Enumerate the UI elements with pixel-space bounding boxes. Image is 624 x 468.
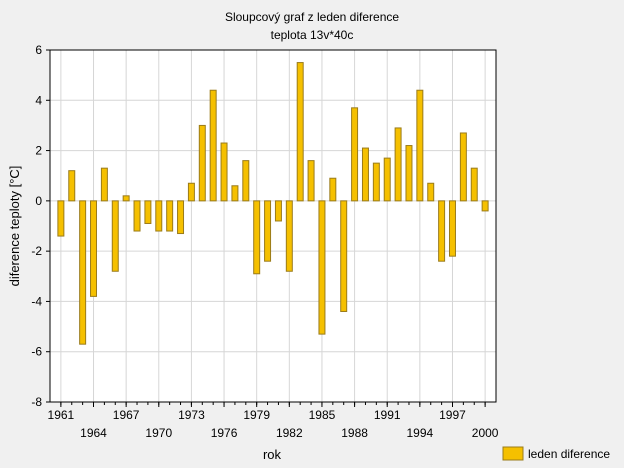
x-tick-label: 1976	[211, 426, 238, 440]
y-tick-label: -6	[31, 345, 42, 359]
bar-1982	[285, 200, 293, 272]
bar-1984	[307, 160, 315, 202]
bar-1967	[122, 195, 130, 202]
bar-1985	[318, 200, 326, 335]
x-tick-label: 1994	[407, 426, 434, 440]
x-tick-label: 1985	[309, 408, 336, 422]
bar-1961	[57, 200, 65, 237]
bar-1978	[242, 160, 250, 202]
bar-1977	[231, 185, 239, 202]
chart-subtitle: teplota 13v*40c	[271, 28, 354, 42]
x-tick-label: 1982	[276, 426, 303, 440]
plot-frame	[49, 49, 497, 403]
bar-1976	[220, 142, 228, 202]
legend-label: leden diference	[528, 447, 610, 461]
bar-1980	[264, 200, 272, 262]
y-tick-label: -4	[31, 294, 42, 308]
x-tick-label: 1997	[439, 408, 466, 422]
bar-1966	[111, 200, 119, 272]
bar-1991	[383, 157, 391, 202]
x-tick-label: 1988	[341, 426, 368, 440]
y-tick-label: 6	[35, 43, 42, 57]
bar-1987	[340, 200, 348, 312]
bar-1964	[90, 200, 98, 297]
bar-1994	[416, 89, 424, 202]
bar-1983	[296, 62, 304, 202]
bar-1988	[351, 107, 359, 202]
bar-1979	[253, 200, 261, 275]
bar-1965	[100, 167, 108, 202]
bar-1992	[394, 127, 402, 202]
y-axis-label: diference teploty [°C]	[7, 166, 22, 287]
x-tick-label: 1979	[243, 408, 270, 422]
legend: leden diference	[502, 446, 610, 461]
x-tick-label: 1967	[113, 408, 140, 422]
x-axis-label: rok	[263, 447, 282, 462]
bar-1998	[459, 132, 467, 202]
bar-1962	[68, 170, 76, 202]
y-tick-label: -8	[31, 395, 42, 409]
bar-1995	[427, 182, 435, 202]
y-tick-label: 4	[35, 93, 42, 107]
x-tick-label: 2000	[472, 426, 499, 440]
bar-1969	[144, 200, 152, 224]
bar-1993	[405, 145, 413, 202]
x-tick-label: 1970	[145, 426, 172, 440]
x-tick-label: 1973	[178, 408, 205, 422]
y-tick-label: 0	[35, 194, 42, 208]
bar-1963	[79, 200, 87, 345]
bars	[57, 62, 489, 345]
x-tick-label: 1964	[80, 426, 107, 440]
bar-1975	[209, 89, 217, 202]
bar-1990	[372, 162, 380, 202]
bar-1968	[133, 200, 141, 232]
bar-1989	[361, 147, 369, 202]
x-ticks: 1961 1964 1967 1970 1973 1976 1979 1982 1985 1988…	[48, 402, 499, 440]
y-tick-label: -2	[31, 244, 42, 258]
bar-1973	[187, 182, 195, 202]
bar-1996	[438, 200, 446, 262]
bar-1971	[166, 200, 174, 232]
bar-1986	[329, 177, 337, 202]
bar-1974	[198, 124, 206, 202]
chart-title: Sloupcový graf z leden diference	[225, 10, 399, 24]
y-ticks: 6 4 2 0 -2 -4 -6 -8	[31, 43, 50, 409]
bar-1997	[448, 200, 456, 257]
x-tick-label: 1991	[374, 408, 401, 422]
bar-1981	[274, 200, 282, 222]
y-tick-label: 2	[35, 144, 42, 158]
bar-2000	[481, 200, 489, 212]
bar-1972	[177, 200, 185, 235]
x-tick-label: 1961	[48, 408, 75, 422]
legend-swatch	[502, 446, 524, 461]
bar-1970	[155, 200, 163, 232]
bar-1999	[470, 167, 478, 202]
